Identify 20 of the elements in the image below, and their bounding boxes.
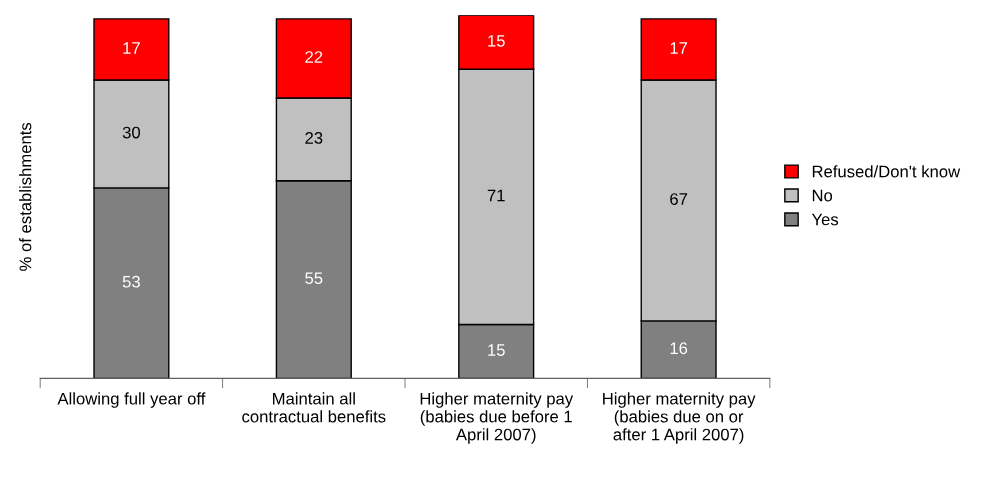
- x-tick-label: Higher maternity pay (babies due on or after 1 April 2007): [603, 392, 756, 444]
- legend-label: Refused/Don't know: [812, 165, 961, 178]
- data-label: 23: [305, 132, 323, 144]
- data-label: 55: [305, 272, 323, 285]
- data-label: 22: [305, 51, 323, 63]
- data-label: 17: [670, 42, 688, 54]
- data-label: 15: [488, 35, 505, 47]
- y-axis-title: % of establishments: [19, 122, 32, 271]
- data-label: 15: [488, 344, 505, 356]
- data-label: 53: [122, 275, 140, 288]
- data-label: 67: [670, 193, 688, 205]
- x-tick-label: Allowing full year off: [57, 392, 206, 408]
- x-tick-label: Maintain all contractual benefits: [242, 392, 386, 423]
- x-tick-label: Higher maternity pay (babies due before 1 April 2007): [420, 392, 574, 444]
- legend-label: Yes: [811, 213, 839, 226]
- data-label: 71: [487, 189, 505, 202]
- data-label: 17: [123, 42, 140, 54]
- data-label: 16: [670, 342, 688, 355]
- data-label: 30: [122, 126, 141, 139]
- legend-label: No: [812, 189, 833, 202]
